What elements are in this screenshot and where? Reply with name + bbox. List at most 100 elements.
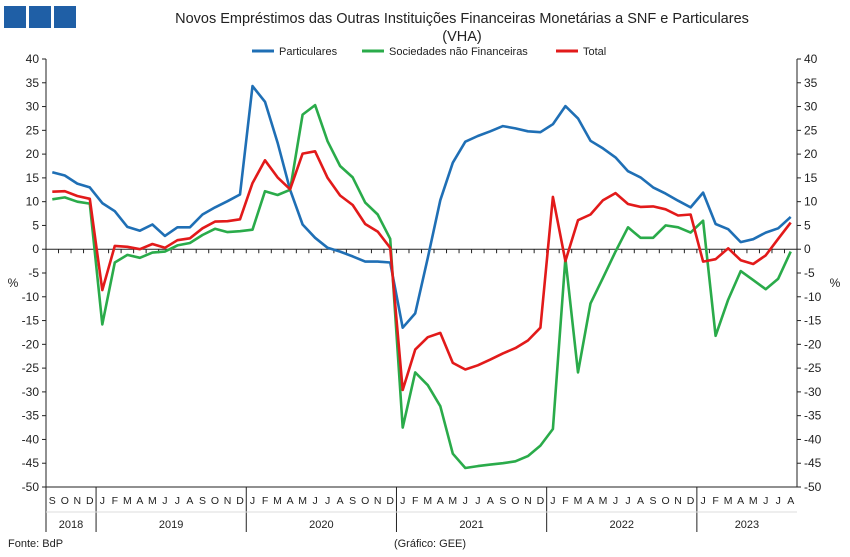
y-tick-label-left: -15 xyxy=(22,314,40,328)
y-tick-label-right: 20 xyxy=(804,147,818,161)
y-tick-label-right: 5 xyxy=(804,218,811,232)
y-tick-label-right: -50 xyxy=(804,480,822,494)
y-tick-label-right: 40 xyxy=(804,52,818,66)
month-tick-label: S xyxy=(349,495,356,507)
month-tick-label: S xyxy=(499,495,506,507)
month-tick-label: J xyxy=(463,495,468,507)
month-tick-label: J xyxy=(325,495,330,507)
y-tick-label-left: 35 xyxy=(26,76,40,90)
month-tick-label: A xyxy=(637,495,644,507)
year-label: 2019 xyxy=(159,519,183,531)
month-tick-label: J xyxy=(312,495,317,507)
legend-label: Total xyxy=(583,46,606,58)
month-tick-label: D xyxy=(236,495,244,507)
month-tick-label: A xyxy=(787,495,794,507)
chart-title: Novos Empréstimos das Outras Instituiçõe… xyxy=(175,11,749,27)
month-tick-label: J xyxy=(701,495,706,507)
month-tick-label: J xyxy=(776,495,781,507)
y-tick-label-left: -35 xyxy=(22,409,40,423)
month-tick-label: F xyxy=(112,495,118,507)
month-tick-label: J xyxy=(250,495,255,507)
y-tick-label-right: -40 xyxy=(804,432,822,446)
month-tick-label: A xyxy=(136,495,143,507)
y-tick-label-right: -25 xyxy=(804,361,822,375)
y-tick-label-right: -15 xyxy=(804,314,822,328)
month-tick-label: N xyxy=(224,495,232,507)
month-tick-label: M xyxy=(423,495,432,507)
y-tick-label-right: 35 xyxy=(804,76,818,90)
y-tick-label-left: 40 xyxy=(26,52,40,66)
year-label: 2022 xyxy=(610,519,634,531)
y-tick-label-right: -45 xyxy=(804,456,822,470)
y-axis-right-label: % xyxy=(830,276,841,290)
y-tick-label-left: -45 xyxy=(22,456,40,470)
y-tick-label-left: 10 xyxy=(26,195,40,209)
month-tick-label: J xyxy=(613,495,618,507)
month-tick-label: O xyxy=(361,495,369,507)
y-tick-label-left: -5 xyxy=(28,266,39,280)
year-label: 2023 xyxy=(735,519,759,531)
y-tick-label-right: -20 xyxy=(804,337,822,351)
y-tick-label-left: 15 xyxy=(26,171,40,185)
month-tick-label: D xyxy=(687,495,695,507)
month-tick-label: D xyxy=(86,495,94,507)
y-tick-label-left: 30 xyxy=(26,100,40,114)
logo-block-3 xyxy=(54,6,76,28)
series-line-particulares xyxy=(51,84,792,330)
month-tick-label: M xyxy=(298,495,307,507)
y-tick-label-left: -40 xyxy=(22,432,40,446)
month-tick-label: A xyxy=(437,495,444,507)
y-tick-label-right: -35 xyxy=(804,409,822,423)
legend-label: Sociedades não Financeiras xyxy=(389,46,528,58)
month-tick-label: O xyxy=(511,495,519,507)
y-axis-left-label: % xyxy=(8,276,19,290)
month-tick-label: F xyxy=(412,495,418,507)
year-label: 2018 xyxy=(59,519,83,531)
month-tick-label: J xyxy=(763,495,768,507)
month-tick-label: N xyxy=(73,495,81,507)
y-tick-label-left: -20 xyxy=(22,337,40,351)
month-tick-label: A xyxy=(186,495,193,507)
month-tick-label: A xyxy=(587,495,594,507)
source-note: Fonte: BdP xyxy=(8,538,63,550)
month-tick-label: M xyxy=(123,495,132,507)
month-tick-label: M xyxy=(273,495,282,507)
y-tick-label-left: -30 xyxy=(22,385,40,399)
y-tick-label-right: 10 xyxy=(804,195,818,209)
month-tick-label: A xyxy=(487,495,494,507)
y-tick-label-left: 0 xyxy=(32,242,39,256)
year-label: 2021 xyxy=(459,519,483,531)
y-tick-label-right: 15 xyxy=(804,171,818,185)
chart-subtitle: (VHA) xyxy=(442,29,481,45)
month-tick-label: O xyxy=(661,495,669,507)
month-tick-label: J xyxy=(625,495,630,507)
month-tick-label: S xyxy=(49,495,56,507)
y-tick-label-right: -10 xyxy=(804,290,822,304)
month-tick-label: F xyxy=(262,495,268,507)
month-tick-label: J xyxy=(475,495,480,507)
month-tick-label: S xyxy=(650,495,657,507)
y-tick-label-left: 5 xyxy=(32,218,39,232)
y-tick-label-left: -25 xyxy=(22,361,40,375)
month-tick-label: J xyxy=(100,495,105,507)
y-tick-label-left: 25 xyxy=(26,123,40,137)
month-tick-label: N xyxy=(374,495,382,507)
month-tick-label: J xyxy=(400,495,405,507)
month-tick-label: J xyxy=(162,495,167,507)
month-tick-label: J xyxy=(175,495,180,507)
month-tick-label: O xyxy=(61,495,69,507)
month-tick-label: S xyxy=(199,495,206,507)
month-tick-label: M xyxy=(724,495,733,507)
month-tick-label: M xyxy=(148,495,157,507)
month-tick-label: D xyxy=(386,495,394,507)
legend-label: Particulares xyxy=(279,46,338,58)
month-tick-label: M xyxy=(574,495,583,507)
month-tick-label: O xyxy=(211,495,219,507)
month-tick-label: N xyxy=(524,495,532,507)
month-tick-label: M xyxy=(749,495,758,507)
year-label: 2020 xyxy=(309,519,333,531)
y-tick-label-left: -10 xyxy=(22,290,40,304)
month-tick-label: M xyxy=(448,495,457,507)
